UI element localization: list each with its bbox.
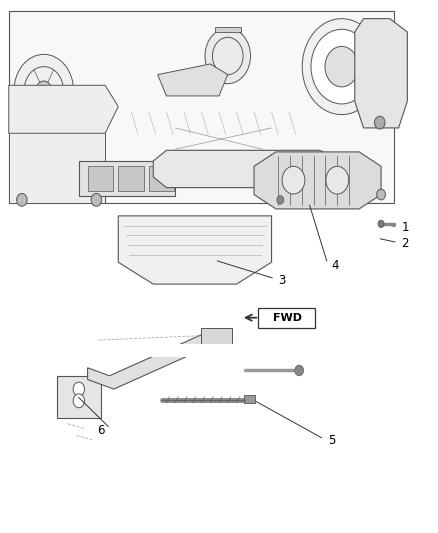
FancyBboxPatch shape [244,395,255,403]
FancyBboxPatch shape [149,166,174,191]
Circle shape [311,29,372,104]
Text: 6: 6 [98,424,105,437]
Polygon shape [215,27,241,32]
Polygon shape [9,11,394,203]
Circle shape [73,394,85,408]
Circle shape [302,19,381,115]
Circle shape [374,116,385,129]
Text: 1: 1 [401,221,409,234]
Text: 5: 5 [328,434,336,447]
Polygon shape [79,161,175,196]
Circle shape [282,166,305,194]
Circle shape [378,220,384,228]
Circle shape [205,28,251,84]
FancyBboxPatch shape [88,166,113,191]
Text: 4: 4 [331,259,339,272]
Circle shape [325,46,358,87]
Circle shape [36,81,52,100]
Polygon shape [355,19,407,128]
Polygon shape [201,328,232,344]
Polygon shape [118,216,272,284]
Polygon shape [158,64,228,96]
Circle shape [17,193,27,206]
Text: FWD: FWD [273,313,302,322]
Polygon shape [88,330,219,389]
FancyBboxPatch shape [0,344,438,357]
Circle shape [295,365,304,376]
Circle shape [326,166,349,194]
Text: 2: 2 [401,237,409,250]
Circle shape [73,382,85,396]
Polygon shape [254,152,381,209]
Polygon shape [153,150,342,188]
Polygon shape [57,376,101,418]
Polygon shape [9,85,118,133]
FancyBboxPatch shape [118,166,144,191]
Circle shape [277,196,284,204]
Circle shape [14,54,74,127]
Text: 3: 3 [279,274,286,287]
Circle shape [377,189,385,200]
Circle shape [91,193,102,206]
Polygon shape [9,123,105,203]
FancyBboxPatch shape [258,308,315,328]
